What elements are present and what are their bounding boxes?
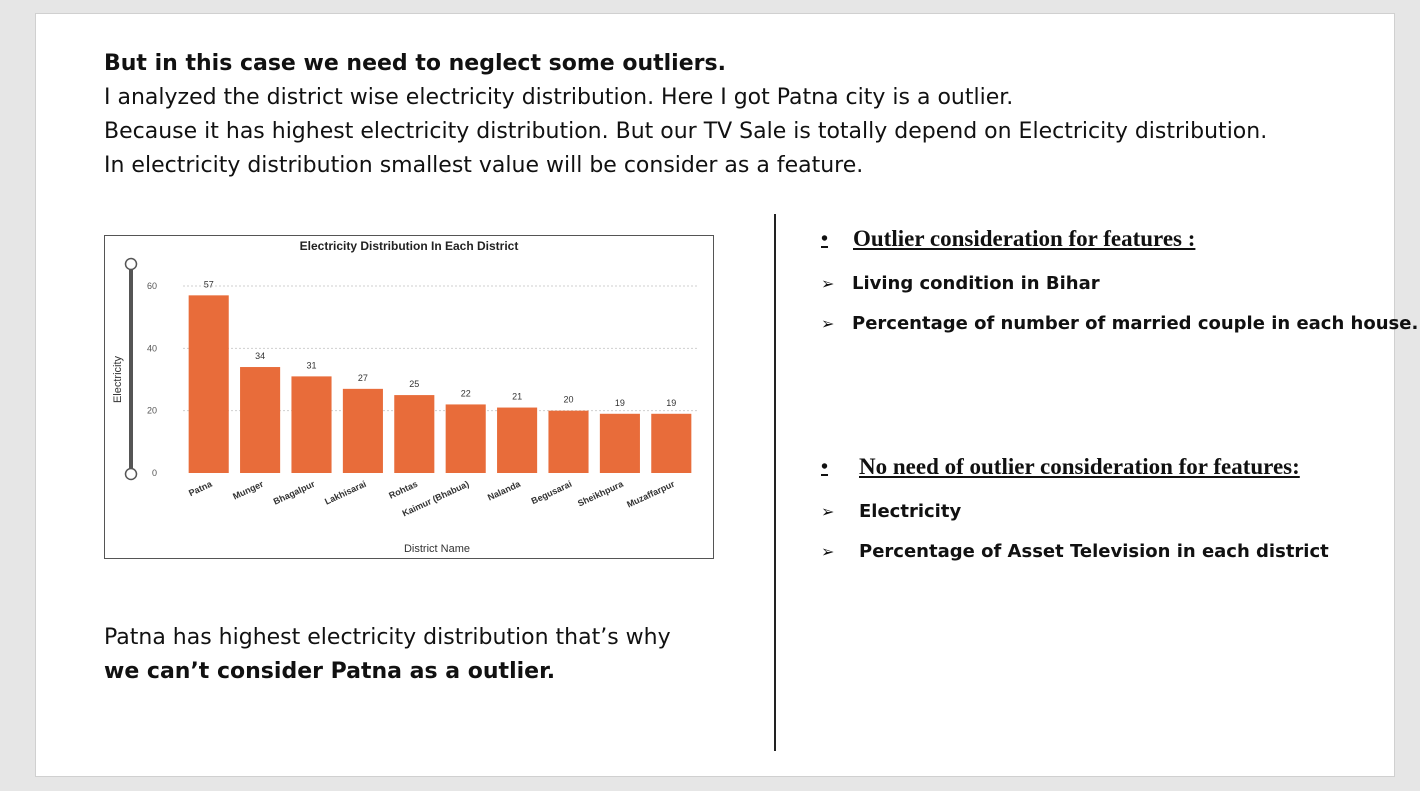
electricity-chart: Electricity Distribution In Each Distric… — [104, 235, 714, 559]
intro-line: I analyzed the district wise electricity… — [104, 85, 1014, 110]
list-item-label: Electricity — [859, 501, 962, 522]
x-axis-title: District Name — [404, 543, 470, 555]
data-label: 25 — [409, 379, 419, 389]
zoom-slider-handle-bottom — [124, 467, 138, 481]
x-tick-label: Lakhisarai — [323, 479, 368, 507]
list-item: ➢ Electricity — [821, 501, 961, 522]
bottom-note-line: Patna has highest electricity distributi… — [104, 625, 671, 650]
x-tick-label: Munger — [231, 479, 265, 502]
vertical-divider — [774, 214, 776, 751]
x-tick-label: Rohtas — [387, 479, 419, 501]
intro-line: In electricity distribution smallest val… — [104, 153, 864, 178]
data-label: 34 — [255, 351, 265, 361]
bar — [240, 367, 281, 473]
arrow-bullet-icon: ➢ — [821, 314, 835, 333]
data-label: 21 — [512, 392, 522, 402]
arrow-bullet-icon: ➢ — [821, 542, 835, 561]
bar — [188, 295, 229, 473]
data-label: 19 — [615, 398, 625, 408]
x-tick-label: Nalanda — [486, 478, 523, 502]
bottom-note-conclusion: we can’t consider Patna as a outlier. — [104, 659, 556, 684]
intro-heading: But in this case we need to neglect some… — [104, 51, 726, 76]
bottom-note: Patna has highest electricity distributi… — [104, 621, 744, 689]
list-item: ➢ Percentage of Asset Television in each… — [821, 541, 1329, 562]
bar — [394, 395, 435, 473]
data-label: 22 — [461, 388, 471, 398]
y-tick-label: 0 — [152, 468, 157, 478]
bullet-dot-icon: • — [821, 455, 829, 478]
y-axis-title: Electricity — [112, 355, 124, 403]
bar — [342, 388, 383, 473]
bar — [548, 410, 589, 473]
data-label: 27 — [358, 373, 368, 383]
list-item-label: Percentage of number of married couple i… — [852, 313, 1419, 334]
chart-canvas: Electricity Distribution In Each Distric… — [112, 239, 697, 555]
bar — [599, 413, 640, 473]
bar — [291, 376, 332, 473]
data-label: 57 — [204, 279, 214, 289]
data-label: 20 — [563, 395, 573, 405]
list-item-label: Living condition in Bihar — [852, 273, 1100, 294]
y-tick-label: 20 — [147, 406, 157, 416]
data-label: 31 — [306, 360, 316, 370]
y-tick-label: 60 — [147, 281, 157, 291]
intro-line: Because it has highest electricity distr… — [104, 119, 1268, 144]
data-label: 19 — [666, 398, 676, 408]
arrow-bullet-icon: ➢ — [821, 502, 835, 521]
bar — [445, 404, 486, 473]
chart-title: Electricity Distribution In Each Distric… — [300, 239, 519, 253]
list-item-label: Percentage of Asset Television in each d… — [859, 541, 1329, 562]
x-tick-label: Sheikhpura — [576, 478, 626, 508]
x-tick-label: Bhagalpur — [272, 479, 317, 507]
section-heading-text: No need of outlier consideration for fea… — [859, 454, 1300, 479]
bar — [651, 413, 692, 473]
bullet-dot-icon: • — [821, 227, 829, 250]
section-heading-text: Outlier consideration for features : — [853, 226, 1196, 251]
intro-text: But in this case we need to neglect some… — [104, 47, 1364, 183]
section-outlier-heading: • Outlier consideration for features : — [821, 226, 1195, 252]
x-tick-label: Patna — [187, 478, 214, 498]
x-tick-label: Muzaffarpur — [625, 479, 676, 510]
list-item: ➢ Percentage of number of married couple… — [821, 313, 1418, 334]
slide: But in this case we need to neglect some… — [35, 13, 1418, 777]
zoom-slider-handle-top — [124, 257, 138, 271]
section-no-outlier-heading: • No need of outlier consideration for f… — [821, 454, 1300, 480]
arrow-bullet-icon: ➢ — [821, 274, 835, 293]
x-tick-label: Begusarai — [530, 479, 574, 506]
list-item: ➢ Living condition in Bihar — [821, 273, 1100, 294]
bar — [497, 407, 538, 473]
y-tick-label: 40 — [147, 343, 157, 353]
